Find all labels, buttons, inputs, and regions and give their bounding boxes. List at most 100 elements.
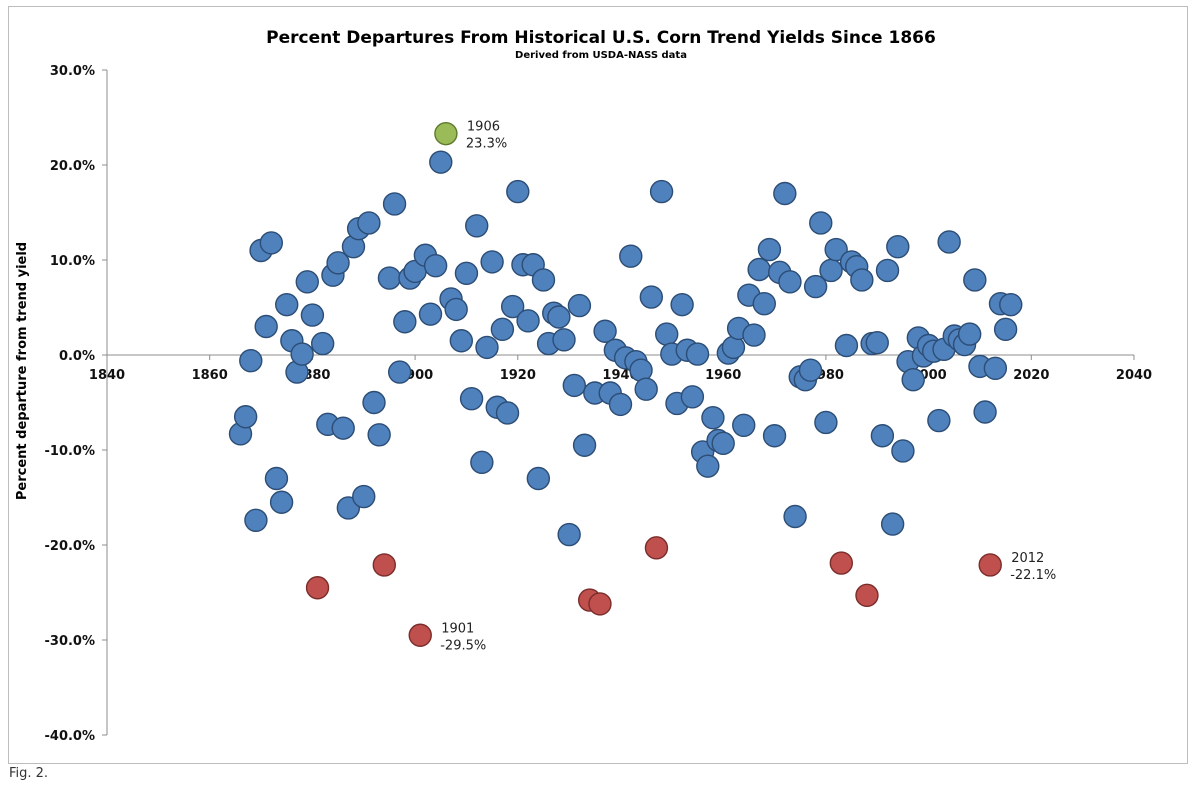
annotation-year: 1906 bbox=[467, 120, 500, 135]
data-point bbox=[233, 405, 258, 429]
y-axis-label: Percent departure from trend yield bbox=[15, 242, 30, 500]
data-point bbox=[423, 254, 448, 278]
data-point bbox=[531, 268, 556, 292]
data-point bbox=[516, 309, 540, 333]
y-tick-label: 20.0% bbox=[50, 159, 95, 174]
y-tick-label: -40.0% bbox=[45, 729, 96, 744]
data-point bbox=[352, 484, 376, 509]
data-point bbox=[490, 317, 515, 342]
data-point bbox=[372, 553, 396, 577]
data-point bbox=[557, 522, 581, 547]
data-point bbox=[567, 293, 592, 318]
annotation-value: 23.3% bbox=[466, 137, 507, 152]
data-point bbox=[798, 358, 823, 382]
data-point bbox=[495, 401, 520, 425]
data-point bbox=[701, 406, 725, 430]
scatter-chart: Percent Departures From Historical U.S. … bbox=[15, 28, 1152, 744]
data-point bbox=[310, 331, 335, 356]
data-point bbox=[983, 356, 1008, 380]
annotation-value: -29.5% bbox=[440, 638, 486, 653]
data-point bbox=[254, 314, 278, 339]
data-point bbox=[572, 433, 597, 457]
data-point bbox=[680, 385, 705, 409]
data-point bbox=[957, 322, 982, 346]
data-point bbox=[762, 424, 787, 448]
data-point bbox=[757, 237, 782, 262]
data-point bbox=[239, 349, 263, 373]
data-point bbox=[454, 261, 479, 285]
data-point bbox=[778, 270, 802, 294]
data-point bbox=[814, 410, 838, 435]
y-tick-label: 10.0% bbox=[50, 254, 95, 269]
data-point bbox=[711, 431, 735, 456]
data-point bbox=[963, 268, 987, 292]
x-tick-label: 1860 bbox=[192, 368, 228, 383]
y-tick-label: -10.0% bbox=[45, 444, 96, 459]
data-point bbox=[357, 211, 381, 235]
annotations: 1906 23.3% 1901 -29.5% 2012 -22.1% bbox=[440, 120, 1056, 654]
data-point bbox=[275, 292, 299, 317]
data-point bbox=[465, 214, 489, 238]
data-point bbox=[655, 322, 679, 346]
data-point bbox=[865, 330, 889, 355]
data-point bbox=[362, 390, 386, 415]
data-point bbox=[305, 576, 330, 600]
data-point bbox=[367, 423, 391, 447]
data-point bbox=[850, 268, 874, 292]
data-point bbox=[773, 181, 797, 206]
data-point bbox=[562, 373, 586, 398]
data-point bbox=[937, 230, 961, 254]
x-tick-label: 1840 bbox=[89, 368, 125, 383]
annotation-year: 1901 bbox=[441, 621, 474, 636]
x-tick-label: 2020 bbox=[1013, 368, 1049, 383]
data-point bbox=[377, 266, 402, 290]
data-point bbox=[824, 237, 848, 262]
data-point bbox=[480, 250, 504, 274]
x-tick-label: 1960 bbox=[705, 368, 741, 383]
data-point bbox=[886, 234, 910, 259]
data-point bbox=[506, 179, 530, 204]
data-point bbox=[649, 179, 674, 204]
data-point bbox=[295, 270, 319, 294]
data-point bbox=[459, 387, 484, 411]
chart-title: Percent Departures From Historical U.S. … bbox=[266, 28, 936, 48]
y-tick-label: 30.0% bbox=[50, 64, 95, 79]
data-point bbox=[685, 342, 710, 366]
x-tick-label: 2040 bbox=[1116, 368, 1152, 383]
x-tick-label: 1920 bbox=[500, 368, 536, 383]
data-point bbox=[470, 450, 494, 475]
data-point bbox=[393, 310, 417, 334]
data-point bbox=[608, 392, 633, 417]
data-point bbox=[449, 329, 474, 353]
data-point bbox=[891, 439, 915, 463]
data-point bbox=[803, 274, 828, 299]
data-point bbox=[644, 536, 669, 560]
annotation-year: 2012 bbox=[1011, 551, 1044, 566]
data-point bbox=[747, 257, 771, 282]
data-point bbox=[593, 319, 617, 343]
data-point bbox=[326, 251, 350, 275]
data-point bbox=[418, 302, 443, 326]
data-point bbox=[993, 317, 1018, 342]
chart-frame: Percent Departures From Historical U.S. … bbox=[8, 6, 1188, 764]
data-point bbox=[752, 292, 776, 316]
data-point bbox=[429, 150, 453, 174]
annotation-value: -22.1% bbox=[1010, 568, 1056, 583]
data-point bbox=[408, 623, 432, 647]
data-point bbox=[819, 258, 843, 283]
data-point bbox=[875, 258, 900, 283]
data-point bbox=[547, 305, 571, 329]
data-point bbox=[264, 466, 289, 491]
data-point bbox=[809, 211, 833, 235]
data-point bbox=[444, 297, 468, 322]
data-point bbox=[475, 335, 499, 360]
chart-subtitle: Derived from USDA-NASS data bbox=[515, 50, 687, 61]
data-point bbox=[927, 408, 951, 433]
data-point bbox=[244, 508, 268, 532]
data-point bbox=[331, 416, 355, 440]
data-point bbox=[742, 323, 766, 347]
data-point bbox=[829, 551, 854, 575]
data-point bbox=[999, 292, 1023, 317]
y-tick-label: -30.0% bbox=[45, 634, 96, 649]
data-point bbox=[978, 553, 1002, 577]
